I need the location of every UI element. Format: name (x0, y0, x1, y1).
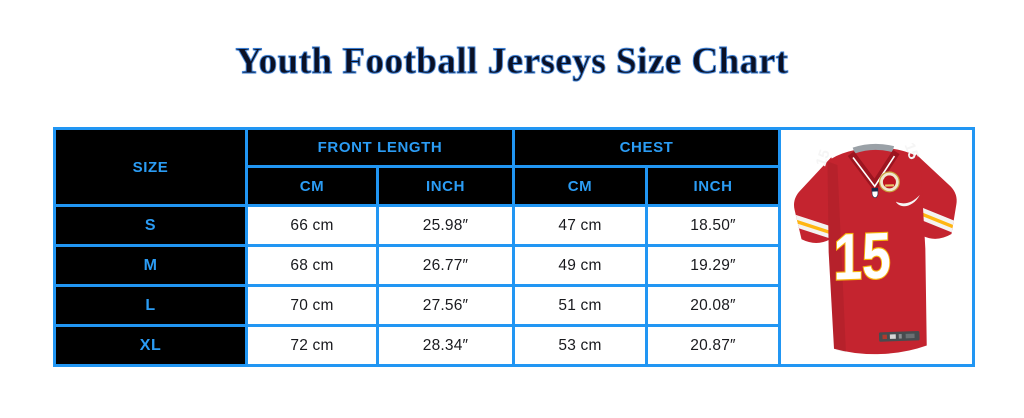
chest-group-header: CHEST (512, 127, 782, 168)
chest-inch-value: 20.87″ (645, 324, 782, 367)
size-column-header: SIZE (53, 127, 248, 207)
jersey-shading (826, 160, 846, 352)
front-length-cm-value: 72 cm (245, 324, 379, 367)
size-label: L (53, 284, 248, 327)
size-label: M (53, 244, 248, 287)
table-row-l: L 70 cm 27.56″ 51 cm 20.08″ (53, 284, 974, 327)
front-length-inch-value: 28.34″ (375, 324, 516, 367)
front-length-cm-value: 66 cm (245, 204, 379, 247)
front-length-inch-header: INCH (375, 165, 516, 207)
front-length-inch-value: 25.98″ (375, 204, 516, 247)
chest-inch-header: INCH (645, 165, 782, 207)
chest-cm-value: 53 cm (512, 324, 649, 367)
collar-back-ribbing (852, 143, 894, 153)
nfl-shield-icon (871, 187, 878, 198)
right-shoulder-number: 15 (900, 140, 921, 161)
front-length-inch-value: 26.77″ (375, 244, 516, 287)
size-chart-table: SIZE FRONT LENGTH CHEST (53, 127, 976, 367)
jersey-image: 15 15 15 (791, 140, 958, 354)
collar-white-trim (851, 155, 895, 188)
table-row-m: M 68 cm 26.77″ 49 cm 19.29″ (53, 244, 974, 287)
chest-inch-value: 18.50″ (645, 204, 782, 247)
front-length-cm-header: CM (245, 165, 379, 207)
left-shoulder-number: 15 (813, 147, 833, 168)
chest-cm-value: 49 cm (512, 244, 649, 287)
front-length-cm-value: 68 cm (245, 244, 379, 287)
table-row-xl: XL 72 cm 28.34″ 53 cm 20.87″ (53, 324, 974, 367)
front-length-inch-value: 27.56″ (375, 284, 516, 327)
jock-tag (878, 330, 920, 342)
nike-swoosh-icon (895, 194, 920, 206)
chest-cm-value: 47 cm (512, 204, 649, 247)
front-length-cm-value: 70 cm (245, 284, 379, 327)
chest-cm-header: CM (512, 165, 649, 207)
page-title: Youth Football Jerseys Size Chart (235, 41, 789, 83)
jersey-number: 15 (833, 218, 890, 293)
jersey-body (826, 147, 927, 354)
jersey-image-cell: 15 15 15 (778, 127, 976, 367)
size-label: XL (53, 324, 248, 367)
chest-cm-value: 51 cm (512, 284, 649, 327)
chest-inch-value: 19.29″ (645, 244, 782, 287)
chest-inch-value: 20.08″ (645, 284, 782, 327)
team-patch-icon (878, 170, 900, 192)
table-row-s: S 66 cm 25.98″ 47 cm 18.50″ (53, 204, 974, 247)
size-label: S (53, 204, 248, 247)
front-length-group-header: FRONT LENGTH (244, 127, 516, 168)
